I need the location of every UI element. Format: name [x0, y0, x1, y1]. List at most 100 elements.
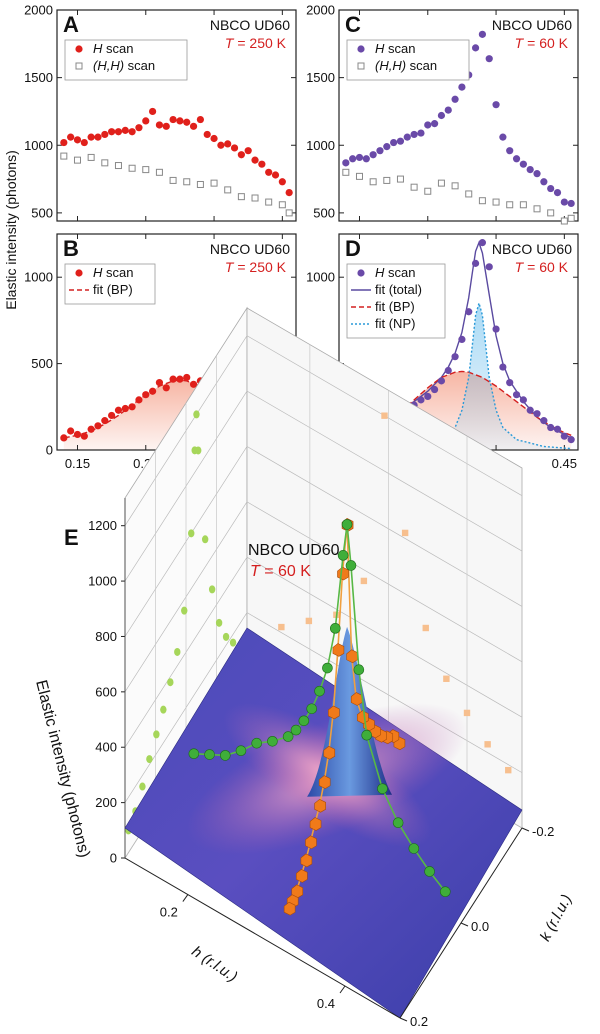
y-tick-label: 1000 [24, 138, 53, 153]
h-scan-sphere [345, 560, 357, 571]
data-point [265, 168, 273, 176]
data-point [155, 168, 163, 176]
data-point [183, 118, 191, 126]
legend-italic: H [93, 265, 103, 280]
green-wall-projection-point [146, 755, 153, 764]
legend-italic: H [375, 265, 385, 280]
data-point [183, 178, 191, 186]
data-point [278, 201, 286, 209]
legend-marker [75, 62, 83, 70]
data-point [80, 432, 88, 440]
data-point [87, 133, 95, 141]
temperature-value: = 60 K [523, 259, 568, 275]
data-point [73, 136, 82, 144]
data-point [485, 55, 493, 63]
data-point [553, 188, 562, 197]
legend-rest: scan [384, 265, 415, 280]
h-scan-sphere [377, 783, 388, 794]
z-tick-label: 1000 [88, 574, 117, 589]
data-point [135, 124, 143, 132]
data-point [196, 115, 204, 124]
data-point [526, 166, 534, 174]
data-point [526, 406, 534, 414]
k-scan-cube [332, 643, 345, 657]
data-point [403, 133, 411, 141]
data-point [128, 403, 136, 411]
data-point [142, 391, 150, 399]
data-point [424, 121, 432, 129]
data-point [547, 423, 555, 432]
data-point [251, 194, 259, 202]
data-point [121, 126, 129, 134]
k-scan-cube [318, 775, 331, 789]
temperature-symbol: T [225, 259, 235, 275]
h-tick [339, 985, 346, 994]
temperature-symbol: T [515, 35, 525, 51]
panel-label: C [345, 12, 361, 37]
data-point [478, 197, 486, 205]
data-point [342, 159, 350, 167]
k-scan-cube [323, 745, 336, 760]
legend: H scan fit (total) fit (BP) fit (NP) [346, 263, 446, 339]
data-point [285, 209, 293, 217]
y-tick-label: 500 [31, 356, 53, 371]
data-point [176, 117, 184, 125]
y-tick-label: 1000 [306, 138, 335, 153]
data-point [492, 198, 500, 206]
wall-gridline [124, 501, 523, 693]
data-point [203, 130, 211, 139]
k-scan-cube [296, 868, 308, 883]
data-point [362, 155, 370, 163]
data-point [478, 239, 486, 247]
data-point [437, 377, 446, 385]
z-tick-label: 1200 [88, 518, 117, 533]
orange-wall-projection-point [305, 617, 313, 625]
data-point [342, 168, 350, 176]
data-point [80, 138, 88, 147]
k-scan-cube [314, 798, 326, 813]
green-wall-projection-point [160, 705, 167, 714]
data-point [251, 156, 259, 164]
panel-label: E [64, 525, 79, 550]
data-point [271, 171, 280, 179]
data-point [355, 172, 363, 180]
wall-gridline [124, 445, 523, 637]
data-point [478, 30, 486, 38]
data-point [369, 178, 377, 186]
sample-label: NBCO UD60 [210, 241, 290, 257]
data-point [458, 83, 466, 91]
h-scan-sphere [353, 664, 365, 676]
y-tick-label: 1500 [306, 70, 335, 85]
data-point [162, 122, 170, 130]
data-point [101, 159, 109, 167]
legend-italic: (H,H) [93, 58, 124, 73]
data-point [437, 179, 445, 187]
plot-frame [56, 9, 297, 222]
data-point [417, 396, 425, 404]
temperature-label: T = 250 K [225, 35, 287, 51]
h-scan-sphere [235, 745, 247, 756]
data-point [369, 151, 377, 159]
series-line-fitnp [345, 300, 572, 451]
k-tick [460, 922, 469, 927]
panel-label: A [63, 12, 79, 37]
legend-entry: H scan [93, 41, 133, 56]
legend-rest: scan [102, 41, 133, 56]
y-tick-label: 500 [313, 205, 335, 220]
h-scan-sphere [408, 843, 420, 854]
data-point [183, 373, 191, 382]
legend-entry: (H,H) scan [375, 58, 437, 73]
data-point [230, 144, 239, 152]
data-point [451, 353, 459, 361]
orange-wall-projection-point [360, 577, 368, 585]
green-wall-projection-point [195, 446, 202, 455]
data-point [149, 107, 157, 116]
data-point [73, 156, 81, 164]
panel-label: B [63, 236, 79, 261]
green-wall-projection-point [222, 632, 230, 641]
orange-wall-projection-point [381, 412, 388, 419]
data-point [265, 198, 273, 206]
legend-marker [75, 269, 83, 277]
data-point [376, 147, 384, 155]
